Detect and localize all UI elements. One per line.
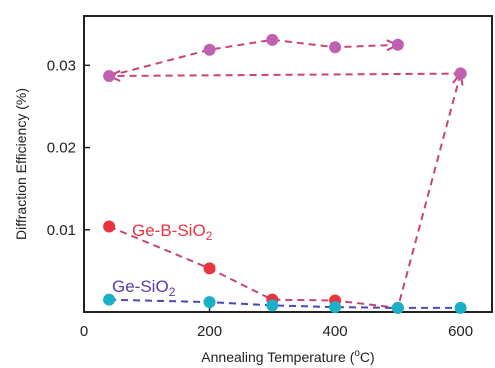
y-tick-label: 0.03 bbox=[47, 57, 76, 74]
x-tick-label: 0 bbox=[80, 323, 88, 340]
data-point bbox=[454, 67, 467, 80]
data-point bbox=[266, 33, 279, 46]
series-line bbox=[109, 298, 461, 309]
data-points bbox=[103, 33, 467, 314]
data-point bbox=[203, 262, 216, 275]
data-point bbox=[203, 296, 216, 309]
y-axis-label: Diffraction Efficiency (%) bbox=[13, 88, 29, 240]
x-axis-label: Annealing Temperature (oC) bbox=[201, 348, 374, 365]
ge-b-sio2-label: Ge-B-SiO2 bbox=[132, 221, 213, 243]
data-point bbox=[266, 299, 279, 312]
x-tick-label: 200 bbox=[197, 323, 222, 340]
data-point bbox=[391, 38, 404, 51]
plot-frame bbox=[83, 15, 493, 313]
ge-sio2-label: Ge-SiO2 bbox=[112, 277, 176, 299]
data-point bbox=[103, 293, 116, 306]
x-tick-label: 600 bbox=[448, 323, 473, 340]
data-point bbox=[103, 220, 116, 233]
x-tick-label: 400 bbox=[323, 323, 348, 340]
data-point bbox=[203, 43, 216, 56]
data-point bbox=[454, 301, 467, 314]
series-lines bbox=[108, 38, 461, 309]
y-tick-label: 0.01 bbox=[47, 222, 76, 239]
data-point bbox=[391, 301, 404, 314]
series-line bbox=[109, 74, 461, 76]
series-line bbox=[108, 38, 398, 77]
data-point bbox=[103, 70, 116, 83]
series-line bbox=[108, 74, 461, 309]
axes: 0 200 400 600 0.01 0.02 0.03 bbox=[47, 57, 473, 340]
data-point bbox=[329, 301, 342, 314]
y-tick-label: 0.02 bbox=[47, 140, 76, 157]
data-point bbox=[329, 41, 342, 54]
